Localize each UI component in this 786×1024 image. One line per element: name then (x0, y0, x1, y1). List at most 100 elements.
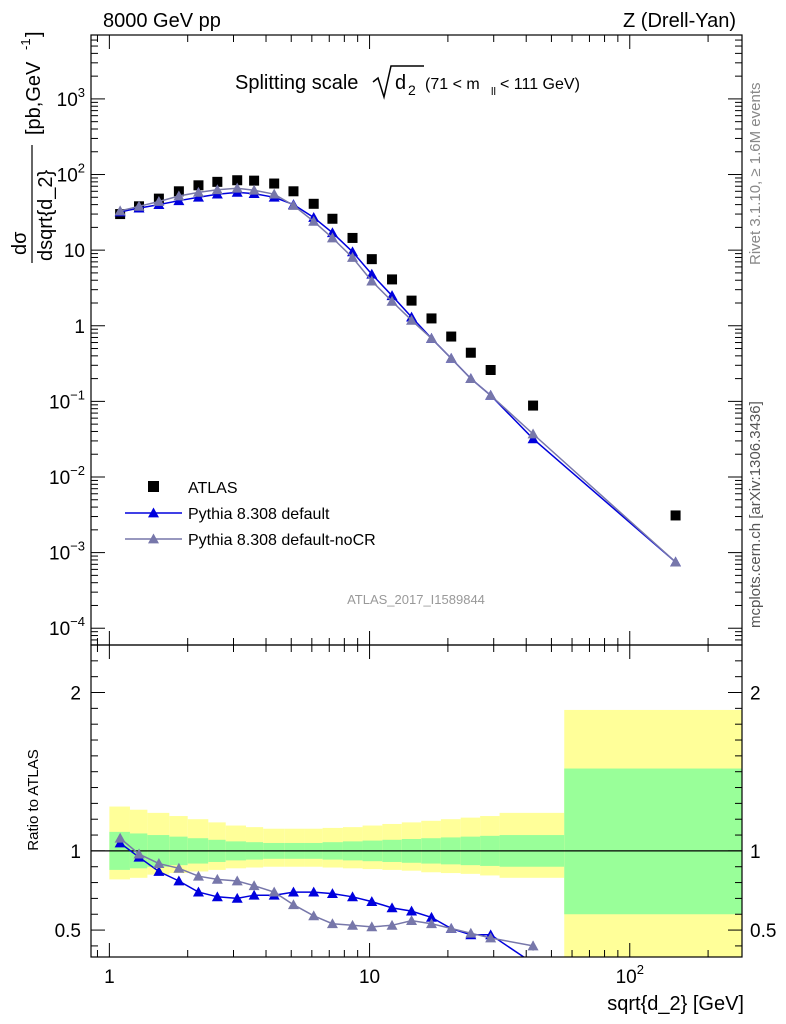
ratio-frame (90, 644, 743, 958)
chart-title: Splitting scale d 2 (71 < m ll < 111 GeV… (235, 65, 580, 100)
x-axis-label: sqrt{d_2} [GeV] (607, 993, 744, 1015)
x-tick-label: 1 (104, 967, 115, 988)
data-point (485, 364, 496, 375)
ratio-point (465, 927, 477, 938)
ratio-point (347, 919, 359, 930)
data-point (406, 295, 417, 306)
ratio-point (133, 848, 145, 859)
ratio-point (248, 889, 260, 900)
title-sub: 2 (408, 82, 416, 98)
data-point (193, 180, 204, 191)
ratio-y-axis-label: Ratio to ATLAS (25, 749, 42, 850)
ylabel-unit-close: ] (23, 31, 45, 37)
ratio-point (406, 915, 418, 925)
data-point (465, 373, 477, 384)
data-point (528, 400, 539, 411)
data-point (387, 274, 398, 285)
data-point (670, 510, 681, 521)
title-range-left: (71 < m (425, 76, 480, 93)
ratio-point (114, 832, 126, 843)
data-point (133, 200, 145, 211)
ratio-point (366, 896, 378, 906)
series-pythia-nocr (114, 182, 682, 567)
legend-label: Pythia 8.308 default (188, 506, 330, 523)
data-point (485, 389, 497, 400)
ratio-point (248, 880, 260, 891)
data-point (670, 556, 682, 567)
legend-item: Pythia 8.308 default-noCR (125, 532, 376, 549)
y-tick-label: 10 (64, 241, 85, 262)
ratio-point (211, 891, 223, 902)
data-point (269, 178, 280, 189)
legend: ATLAS Pythia 8.308 default Pythia 8.308 de… (125, 480, 376, 549)
data-point (288, 186, 299, 197)
y-tick-label: 103 (57, 85, 85, 111)
data-point (366, 275, 378, 286)
ratio-point (406, 905, 418, 916)
ratio-bands (91, 709, 742, 957)
legend-marker (148, 481, 159, 492)
y-tick-label: 1 (70, 842, 81, 863)
x-tick-label: 102 (616, 962, 644, 988)
ratio-axes: 0.5 0.5 1 1 2 2 1 10 102 (55, 644, 776, 988)
series-atlas (115, 175, 681, 521)
title-main: Splitting scale (235, 72, 358, 94)
y-tick-label: 1 (74, 317, 85, 338)
data-point (347, 246, 359, 257)
data-point (366, 254, 377, 265)
data-point (406, 314, 418, 325)
x-tick-label: 10 (359, 967, 380, 988)
legend-label: ATLAS (188, 480, 238, 497)
y-tick-label: 2 (70, 684, 81, 705)
title-radicand: d (395, 72, 406, 94)
ylabel-denominator: dsqrt{d_2} (35, 169, 57, 261)
band-inner (564, 768, 742, 915)
y-tick-label-right: 2 (750, 684, 761, 705)
title-range-right: < 111 GeV) (500, 76, 580, 93)
data-point (465, 347, 476, 358)
ratio-point (287, 886, 299, 897)
ratio-point (326, 918, 338, 929)
main-frame (90, 34, 743, 646)
y-tick-label: 102 (57, 161, 85, 187)
ratio-point (153, 865, 165, 876)
y-tick-label: 10−2 (49, 463, 85, 489)
series-line (119, 187, 677, 563)
ratio-point (211, 873, 223, 884)
ratio-point (347, 891, 359, 902)
data-point (249, 175, 260, 186)
ratio-point (386, 902, 398, 913)
ratio-point (231, 892, 243, 903)
ratio-series-layer (114, 832, 539, 957)
data-point (527, 428, 539, 439)
data-point (386, 290, 398, 301)
y-tick-label: 10−3 (49, 539, 85, 565)
data-point (308, 198, 319, 209)
legend-marker (148, 533, 159, 544)
ratio-point (326, 888, 338, 899)
main-axes: 10−4 10−3 10−2 10−1 1 10 102 103 (49, 34, 743, 646)
data-point (153, 195, 165, 206)
data-point (347, 232, 358, 243)
ratio-point (192, 886, 204, 897)
ratio-line (119, 842, 526, 957)
legend-label: Pythia 8.308 default-noCR (188, 532, 376, 549)
ratio-panel: 0.5 0.5 1 1 2 2 1 10 102 (55, 644, 776, 988)
ratio-point (426, 911, 438, 922)
y-tick-label-right: 1 (750, 842, 761, 863)
data-point (211, 184, 223, 195)
legend-marker (148, 507, 159, 518)
ratio-point (445, 922, 457, 933)
data-point (327, 213, 338, 224)
data-point (192, 186, 204, 197)
data-point (114, 205, 126, 216)
legend-item: ATLAS (148, 480, 238, 497)
y-tick-label: 10−1 (49, 387, 85, 413)
data-point (287, 199, 299, 210)
title-range-sub: ll (491, 86, 496, 98)
ratio-point (173, 875, 185, 886)
data-point (231, 182, 243, 193)
y-axis-label: dσ dsqrt{d_2} [pb,GeV -1 ] (9, 31, 57, 263)
data-point (326, 232, 338, 243)
ratio-point (386, 919, 398, 930)
